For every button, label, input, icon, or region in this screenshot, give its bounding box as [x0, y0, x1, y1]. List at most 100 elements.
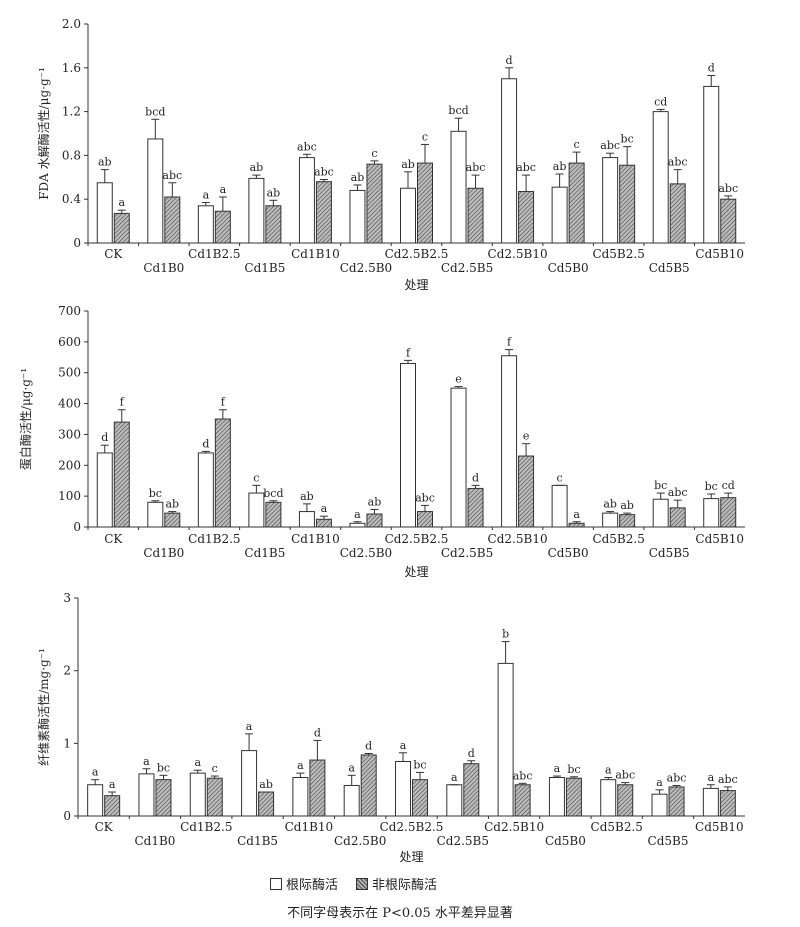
- panel-3-x-axis-title: 处理: [399, 850, 423, 864]
- panel-2-sig-label-nonroot: bcd: [263, 487, 283, 500]
- panel-1-y-tick-label: 1.2: [62, 105, 81, 119]
- panel-2-sig-label-nonroot: d: [472, 471, 479, 484]
- panel-1-bar-nonroot: [467, 187, 484, 244]
- panel-1-y-axis-title: FDA 水解酶活性/μg·g⁻¹: [36, 67, 51, 200]
- legend-item-root: 根际酶活: [270, 874, 338, 893]
- panel-1-category-label: Cd2.5B2.5: [385, 247, 449, 261]
- panel-1-category-label: Cd5B10: [695, 247, 744, 261]
- panel-2-category-label: Cd5B2.5: [592, 532, 644, 546]
- panel-1-sig-label-root: d: [506, 54, 513, 67]
- panel-2-bar-nonroot: [417, 511, 433, 528]
- panel-2-sig-label-root: ab: [300, 490, 314, 503]
- panel-2-category-label: Cd2.5B5: [441, 546, 493, 560]
- panel-1-bar-nonroot: [113, 212, 130, 244]
- panel-1-bar-nonroot: [164, 196, 181, 244]
- panel-3-bar-root: [87, 784, 104, 817]
- panel-3-bar-nonroot: [309, 759, 326, 817]
- panel-1-sig-label-nonroot: abc: [668, 156, 688, 169]
- panel-2-bar-nonroot: [265, 501, 282, 528]
- panel-2-category-label: CK: [104, 532, 123, 546]
- panel-1-bar-nonroot: [214, 210, 231, 244]
- panel-3-category-label: Cd1B0: [134, 834, 175, 848]
- panel-3-sig-label-root: a: [656, 776, 663, 789]
- panel-1-sig-label-nonroot: bc: [621, 133, 634, 146]
- panel-2-sig-label-root: e: [455, 373, 462, 386]
- panel-2-y-tick-label: 700: [58, 304, 81, 318]
- panel-3-sig-label-root: a: [708, 771, 715, 784]
- panel-2-sig-label-nonroot: e: [523, 430, 530, 443]
- panel-1-sig-label-root: cd: [654, 95, 667, 108]
- panel-3-sig-label-nonroot: d: [365, 740, 372, 753]
- panel-1-bar-nonroot: [315, 181, 332, 244]
- panel-2-sig-label-nonroot: abc: [415, 491, 435, 504]
- panel-2-category-label: Cd2.5B10: [488, 532, 548, 546]
- panel-1-category-label: Cd1B10: [291, 247, 340, 261]
- panel-2-y-tick-label: 100: [58, 489, 81, 503]
- panel-3-sig-label-root: a: [194, 756, 201, 769]
- panel-1-bar-root: [400, 187, 416, 244]
- panel-3-sig-label-nonroot: d: [468, 747, 475, 760]
- panel-1-sig-label-nonroot: abc: [466, 161, 486, 174]
- panel-2-sig-label-root: bc: [149, 487, 162, 500]
- panel-3-sig-label-nonroot: bc: [413, 758, 426, 771]
- panel-2-sig-label-nonroot: ab: [620, 499, 634, 512]
- panel-3-sig-label-root: a: [297, 759, 304, 772]
- panel-1-y-tick-label: 0.4: [62, 192, 81, 206]
- panel-2-sig-label-nonroot: a: [321, 502, 328, 515]
- panel-3-y-tick-label: 0: [63, 809, 71, 823]
- panel-2-y-axis-title: 蛋白酶活性/μg·g⁻¹: [18, 368, 33, 470]
- panel-3-sig-label-nonroot: abc: [615, 769, 635, 782]
- panel-2-bar-root: [703, 498, 720, 528]
- panel-3-bar-nonroot: [719, 790, 736, 817]
- panel-1-category-label: Cd2.5B0: [340, 261, 392, 275]
- panel-3-bar-nonroot: [514, 784, 531, 817]
- panel-3-y-axis-title: 纤维素酶活性/mg·g⁻¹: [36, 648, 51, 766]
- panel-2-bar-root: [298, 511, 315, 528]
- panel-2-category-label: Cd1B10: [291, 532, 340, 546]
- panel-2-bar-nonroot: [720, 497, 737, 528]
- panel-1-y-tick-label: 0.8: [62, 148, 81, 162]
- panel-3-bar-root: [497, 662, 514, 817]
- panel-1-sig-label-nonroot: c: [574, 138, 580, 151]
- panel-1-sig-label-root: a: [203, 188, 210, 201]
- panel-2-y-tick-label: 300: [58, 427, 81, 441]
- panel-3-sig-label-root: a: [92, 766, 99, 779]
- panel-1-sig-label-nonroot: ab: [267, 186, 281, 199]
- panel-3-bar-root: [343, 784, 360, 817]
- panel-3-bar-root: [241, 750, 258, 817]
- panel-1-category-label: Cd2.5B5: [441, 261, 493, 275]
- panel-3-sig-label-root: a: [143, 755, 150, 768]
- panel-1-sig-label-nonroot: abc: [162, 169, 182, 182]
- panel-2-bar-root: [551, 484, 568, 528]
- panel-3-category-label: Cd1B5: [237, 834, 278, 848]
- panel-1-bar-root: [298, 157, 315, 244]
- legend-label-root: 根际酶活: [286, 878, 339, 893]
- panel-2-bar-nonroot: [366, 513, 383, 528]
- panel-2-sig-label-nonroot: abc: [668, 486, 688, 499]
- panel-1-sig-label-nonroot: a: [220, 183, 227, 196]
- panel-2-sig-label-root: f: [507, 336, 512, 349]
- panel-3-sig-label-nonroot: abc: [513, 769, 533, 782]
- panel-2-bar-nonroot: [214, 418, 231, 528]
- panel-2-sig-label-root: c: [557, 471, 563, 484]
- panel-2-bar-nonroot: [315, 518, 332, 528]
- panel-3-y-tick-label: 2: [63, 664, 71, 678]
- panel-1-category-label: Cd5B2.5: [592, 247, 644, 261]
- panel-3-sig-label-nonroot: abc: [718, 773, 738, 786]
- panel-1-bar-nonroot: [366, 163, 383, 244]
- panel-2-bar-nonroot: [467, 487, 484, 528]
- panel-1-bar-nonroot: [619, 164, 636, 244]
- panel-2-bar-root: [602, 512, 619, 528]
- panel-2-sig-label-nonroot: cd: [722, 479, 735, 492]
- panel-1-bar-nonroot: [417, 162, 433, 244]
- panel-1-y-tick-label: 2.0: [62, 17, 81, 31]
- panel-2-bar-nonroot: [619, 514, 636, 528]
- panel-2-bar-nonroot: [113, 421, 130, 528]
- panel-3-bar-nonroot: [668, 786, 685, 817]
- panel-3-bar-nonroot: [360, 754, 377, 817]
- panel-1-category-label: Cd2.5B10: [488, 247, 548, 261]
- panel-1-bar-nonroot: [720, 198, 737, 244]
- panel-3-category-label: Cd1B2.5: [180, 820, 232, 834]
